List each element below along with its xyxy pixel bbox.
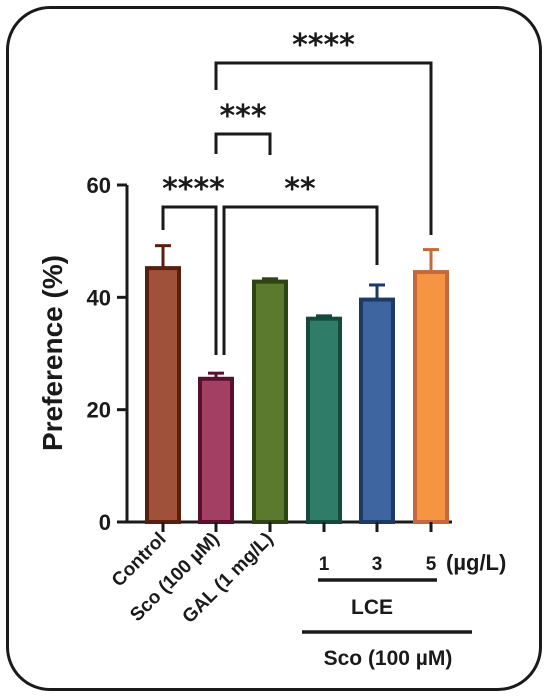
significance-bracket — [214, 132, 272, 155]
y-ticks: 0 20 40 60 — [87, 173, 127, 535]
y-tick-label: 0 — [99, 510, 111, 535]
significance-bracket — [161, 205, 218, 355]
significance-label: *** — [219, 99, 266, 134]
y-tick-label: 60 — [87, 173, 111, 198]
y-axis-label: Preference (%) — [37, 255, 68, 451]
bar — [252, 279, 288, 524]
significance-label: **** — [162, 172, 225, 207]
group-label: LCE — [351, 596, 393, 619]
significance-label: ** — [284, 172, 316, 207]
significance-label: **** — [292, 28, 355, 63]
unit-label: (µg/L) — [446, 550, 506, 575]
bar — [359, 297, 395, 524]
bar — [306, 316, 342, 524]
bar — [198, 376, 234, 524]
x-tick-label: 5 — [426, 554, 437, 575]
group-labels: LCE Sco (100 µM) — [302, 578, 472, 670]
significance-bracket — [214, 61, 433, 235]
bar — [145, 266, 181, 525]
x-tick-label: 1 — [319, 554, 330, 575]
group-label: Sco (100 µM) — [324, 647, 453, 670]
y-tick-label: 20 — [87, 398, 111, 423]
x-tick-label: 3 — [372, 554, 383, 575]
significance-brackets: ************* — [161, 28, 433, 355]
bar — [413, 270, 449, 524]
y-tick-label: 40 — [87, 285, 111, 310]
bars — [145, 244, 449, 525]
significance-bracket — [222, 205, 379, 355]
